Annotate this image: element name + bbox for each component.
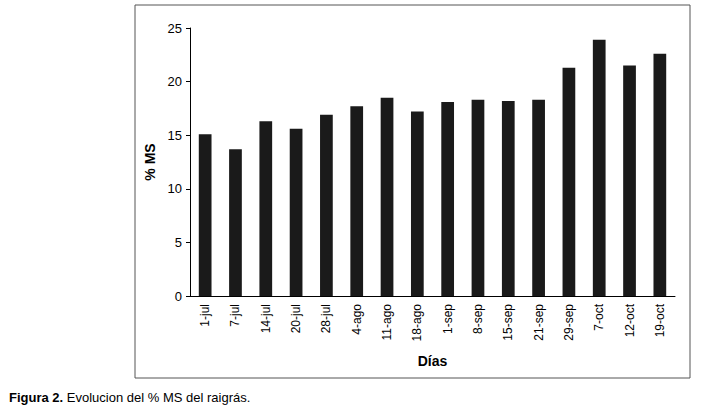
svg-text:% MS: % MS xyxy=(142,143,158,180)
svg-text:18-ago: 18-ago xyxy=(410,304,424,342)
svg-text:1-jul: 1-jul xyxy=(198,304,212,327)
svg-text:Figura 2.: Figura 2. xyxy=(9,390,63,405)
svg-text:Días: Días xyxy=(418,353,448,369)
svg-text:15-sep: 15-sep xyxy=(501,304,515,341)
svg-text:19-oct: 19-oct xyxy=(653,303,667,337)
svg-text:14-jul: 14-jul xyxy=(259,304,273,333)
svg-text:7-jul: 7-jul xyxy=(228,304,242,327)
svg-text:10: 10 xyxy=(168,181,182,196)
svg-text:8-sep: 8-sep xyxy=(471,304,485,334)
svg-text:1-sep: 1-sep xyxy=(441,304,455,334)
svg-text:15: 15 xyxy=(168,128,182,143)
svg-text:4-ago: 4-ago xyxy=(350,304,364,335)
svg-text:29-sep: 29-sep xyxy=(562,304,576,341)
svg-text:5: 5 xyxy=(175,235,182,250)
svg-text:Evolucion del % MS del raigrás: Evolucion del % MS del raigrás. xyxy=(63,390,250,405)
svg-text:11-ago: 11-ago xyxy=(380,304,394,341)
svg-text:28-jul: 28-jul xyxy=(319,304,333,333)
svg-text:20-jul: 20-jul xyxy=(289,304,303,333)
svg-text:25: 25 xyxy=(168,21,182,36)
svg-text:7-oct: 7-oct xyxy=(592,303,606,330)
svg-text:0: 0 xyxy=(175,289,182,304)
svg-text:12-oct: 12-oct xyxy=(623,303,637,337)
svg-text:21-sep: 21-sep xyxy=(532,304,546,341)
svg-text:20: 20 xyxy=(168,74,182,89)
